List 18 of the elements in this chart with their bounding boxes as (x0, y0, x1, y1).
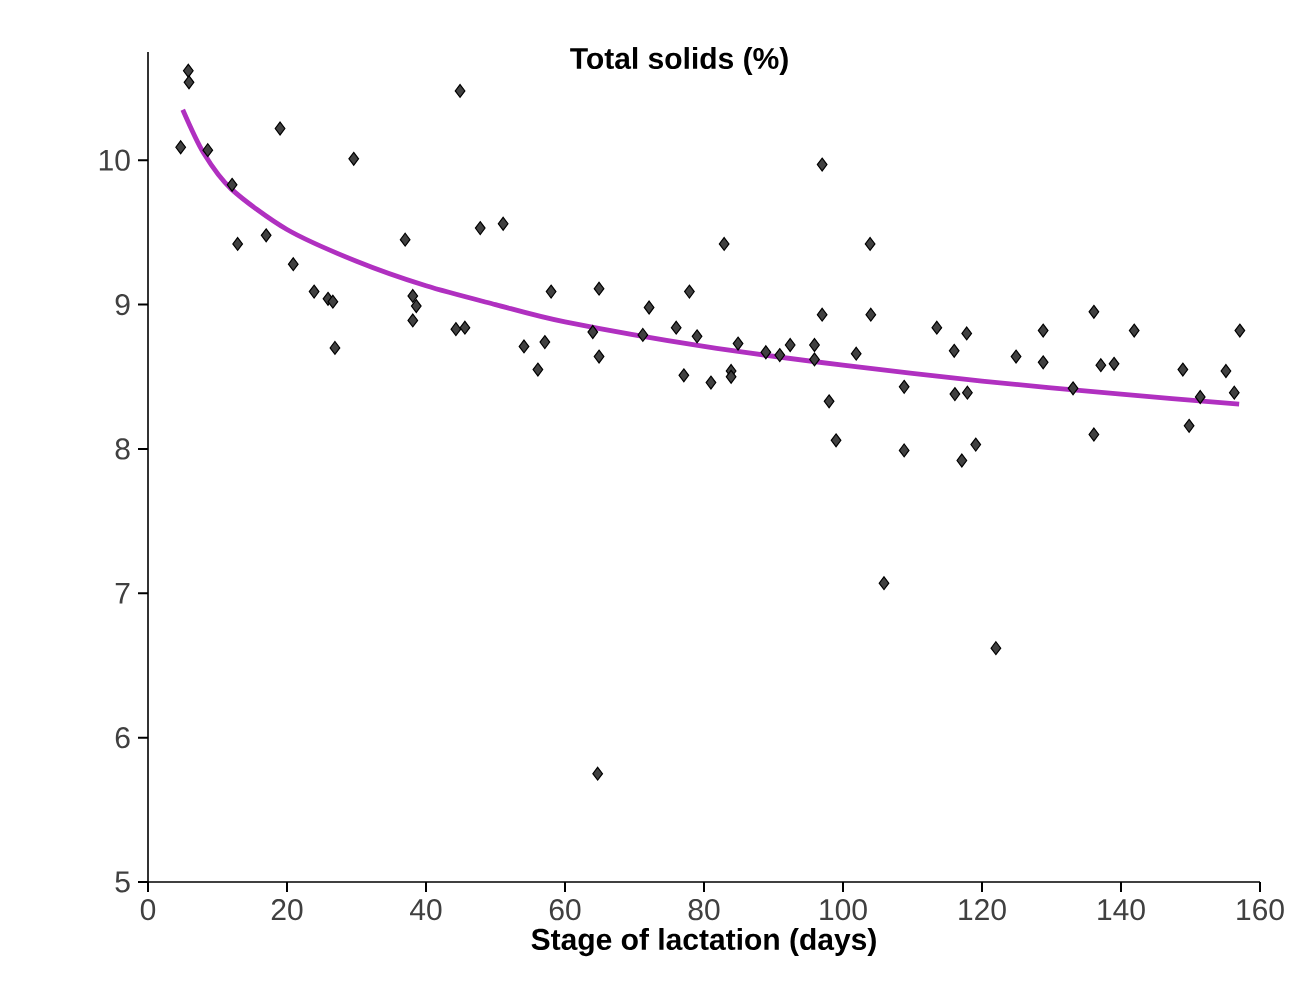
x-tick-label: 0 (140, 899, 156, 921)
x-tick-label: 100 (820, 899, 867, 921)
y-tick-label: 6 (115, 727, 130, 749)
chart-title: Total solids (%) (570, 47, 788, 75)
x-axis-title: Stage of lactation (days) (531, 928, 876, 957)
x-tick-label: 160 (1237, 899, 1284, 921)
y-tick-label: 10 (99, 149, 130, 171)
x-tick-label: 40 (410, 899, 442, 921)
y-tick-label: 8 (115, 438, 130, 460)
x-tick-label: 60 (549, 899, 581, 921)
x-tick-label: 80 (688, 899, 720, 921)
line-series (180, 107, 1242, 407)
x-tick-label: 120 (959, 899, 1006, 921)
y-tick-label: 7 (115, 582, 130, 604)
x-tick-label: 140 (1098, 899, 1145, 921)
x-tick-label: 20 (271, 899, 303, 921)
y-tick-label: 9 (115, 293, 130, 316)
y-tick-label: 5 (115, 871, 130, 893)
